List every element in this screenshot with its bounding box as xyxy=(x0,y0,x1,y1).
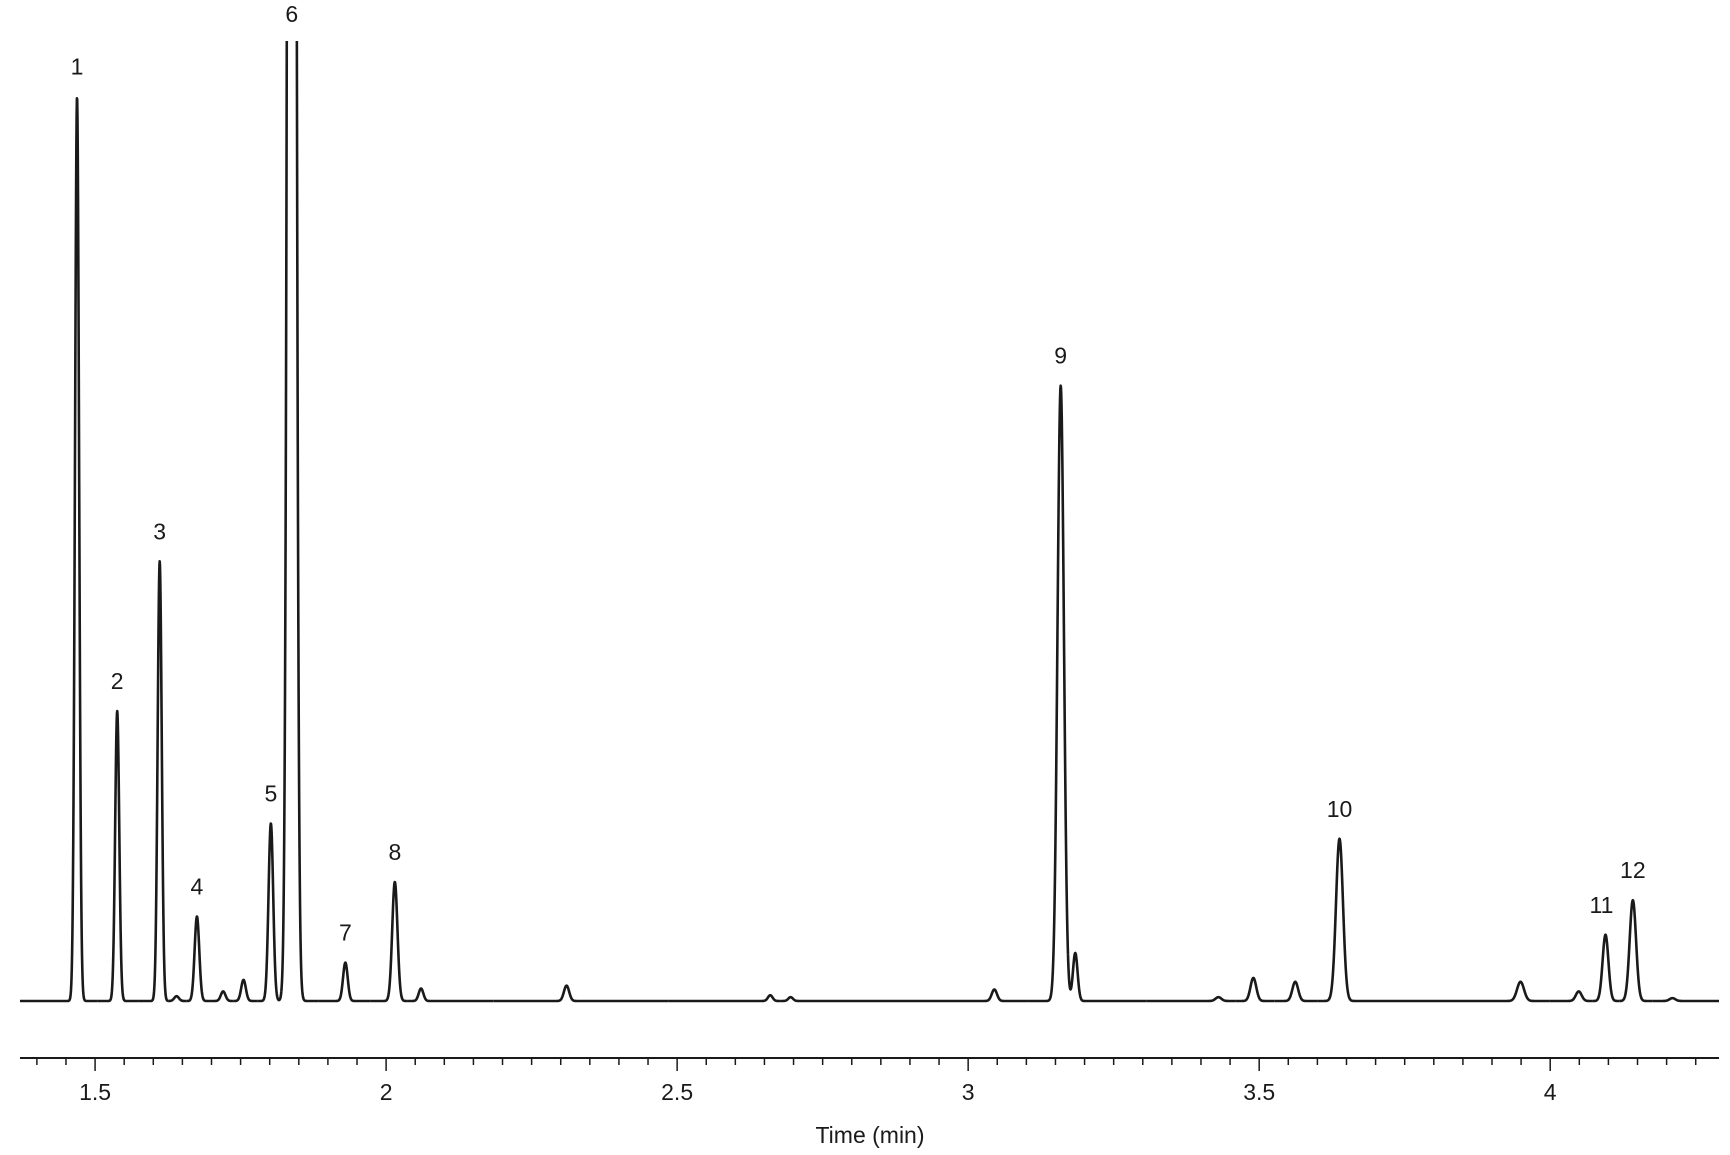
peak-label: 6 xyxy=(285,1,298,27)
peak xyxy=(1618,898,1654,1003)
peak-label: 11 xyxy=(1590,892,1614,918)
x-tick-label: 2 xyxy=(380,1079,393,1105)
peak xyxy=(406,987,496,1003)
peak xyxy=(256,822,283,1003)
peak xyxy=(667,993,782,1003)
peak xyxy=(167,994,188,1003)
peak xyxy=(779,995,894,1003)
peak-label: 7 xyxy=(339,920,352,946)
peak xyxy=(137,560,170,1003)
peak xyxy=(1316,837,1432,1003)
peak xyxy=(317,961,372,1003)
x-tick-label: 4 xyxy=(1544,1079,1557,1105)
peak-label: 8 xyxy=(388,839,401,865)
peak xyxy=(1066,951,1148,1003)
x-tick-label: 3.5 xyxy=(1243,1079,1275,1105)
peak xyxy=(96,709,140,1003)
peak xyxy=(492,984,670,1003)
peak-label: 9 xyxy=(1054,343,1067,369)
peak-label: 10 xyxy=(1327,796,1353,822)
peak-label: 1 xyxy=(71,54,84,80)
x-tick-label: 1.5 xyxy=(79,1079,111,1105)
peak xyxy=(1429,980,1551,1003)
trace xyxy=(18,41,1721,1003)
peak-label: 2 xyxy=(111,668,124,694)
peak-label: 12 xyxy=(1620,857,1646,883)
peak xyxy=(280,41,320,1003)
peak xyxy=(1591,933,1621,1003)
peak xyxy=(1651,996,1721,1003)
peak xyxy=(891,988,1029,1003)
peak xyxy=(1548,990,1594,1003)
peak-label: 4 xyxy=(191,874,204,900)
peak-label: 5 xyxy=(264,780,277,806)
peak xyxy=(1273,980,1319,1003)
x-tick-label: 3 xyxy=(962,1079,975,1105)
peak xyxy=(1234,976,1276,1003)
peak xyxy=(1145,995,1238,1003)
peak xyxy=(1026,384,1070,1003)
peak xyxy=(232,978,259,1003)
peak xyxy=(369,880,410,1003)
peak xyxy=(209,990,235,1003)
peak xyxy=(185,915,212,1003)
peak xyxy=(18,97,99,1003)
peak-label: 3 xyxy=(153,518,166,544)
x-axis-title: Time (min) xyxy=(815,1122,924,1148)
x-tick-label: 2.5 xyxy=(661,1079,693,1105)
